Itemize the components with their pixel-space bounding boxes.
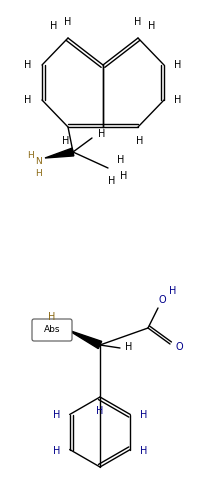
Text: H: H <box>50 21 58 31</box>
FancyBboxPatch shape <box>32 319 72 341</box>
Text: H: H <box>136 136 144 146</box>
Text: H: H <box>96 406 104 416</box>
Text: H: H <box>64 17 72 27</box>
Text: H: H <box>134 17 142 27</box>
Text: H: H <box>174 95 182 105</box>
Text: H: H <box>98 129 106 139</box>
Text: H: H <box>117 155 125 165</box>
Text: H: H <box>24 60 32 70</box>
Text: H: H <box>53 446 60 456</box>
Text: H: H <box>140 410 147 420</box>
Text: H: H <box>108 176 116 186</box>
Text: N: N <box>36 157 42 166</box>
Text: O: O <box>175 342 183 352</box>
Text: H: H <box>169 286 177 296</box>
Text: H: H <box>53 410 60 420</box>
Text: H: H <box>36 169 42 178</box>
Polygon shape <box>68 330 102 349</box>
Text: H: H <box>120 171 128 181</box>
Text: Abs: Abs <box>44 326 60 335</box>
Text: H: H <box>48 312 56 322</box>
Polygon shape <box>45 148 74 158</box>
Text: H: H <box>24 95 32 105</box>
Text: H: H <box>148 21 156 31</box>
Text: H: H <box>28 152 34 160</box>
Text: H: H <box>140 446 147 456</box>
Text: H: H <box>174 60 182 70</box>
Text: H: H <box>125 342 133 352</box>
Text: H: H <box>62 136 70 146</box>
Text: O: O <box>158 295 166 305</box>
